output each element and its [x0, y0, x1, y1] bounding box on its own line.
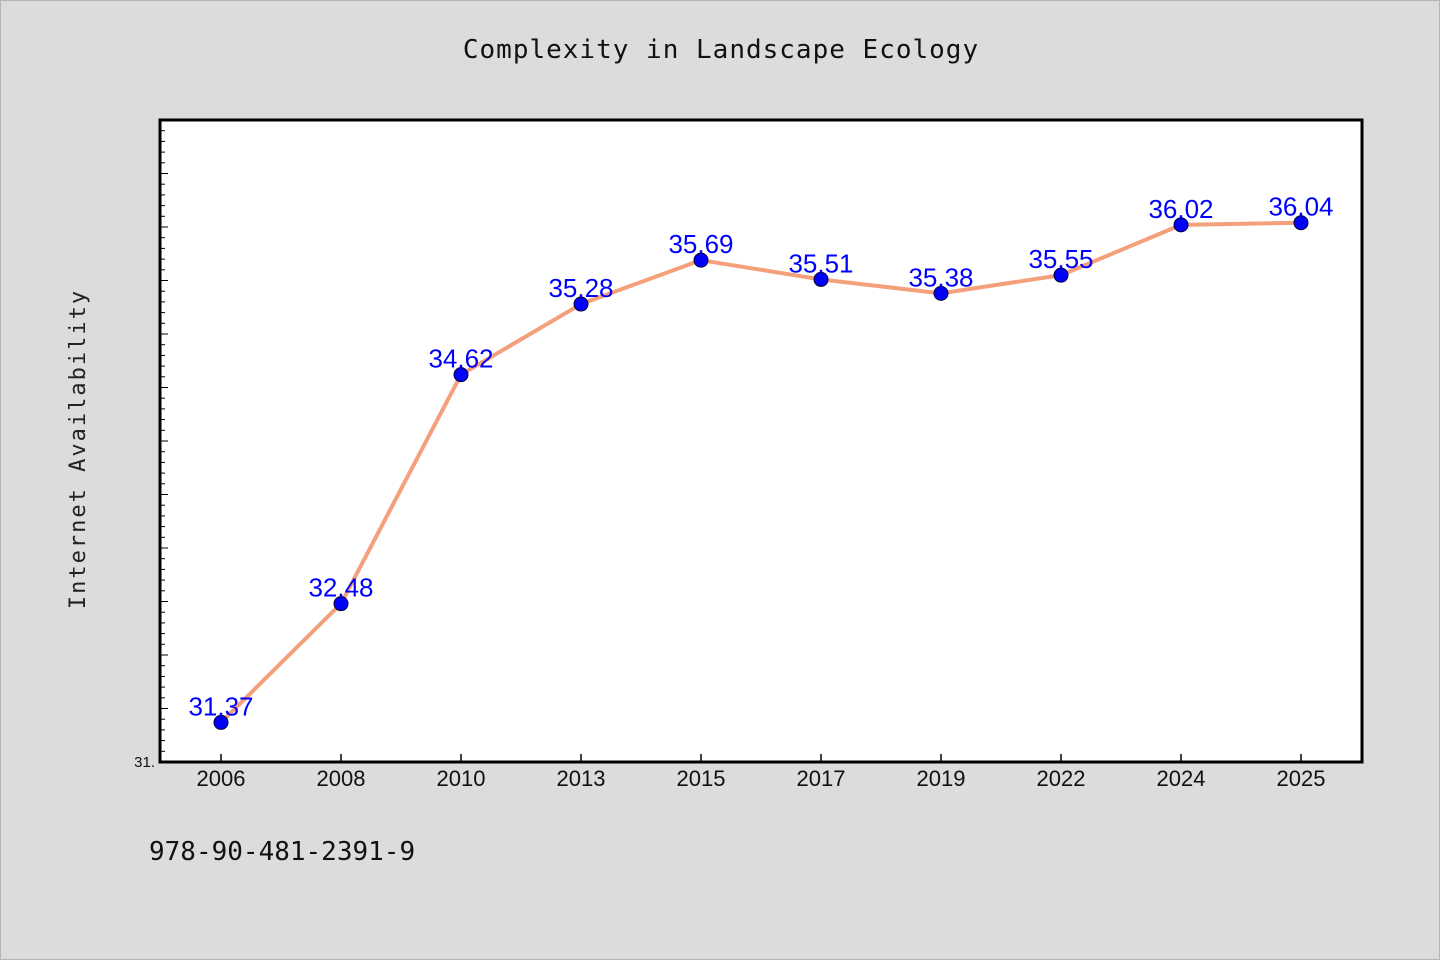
y-axis-ticks	[160, 119, 168, 763]
data-point	[213, 714, 229, 730]
x-tick-label: 2010	[437, 766, 486, 791]
x-tick-label: 2019	[917, 766, 966, 791]
data-point	[1173, 217, 1189, 233]
y-axis-label: Internet Availability	[66, 289, 91, 609]
data-label: 36.04	[1268, 192, 1333, 222]
data-point	[1293, 215, 1309, 231]
x-tick-label: 2008	[317, 766, 366, 791]
x-axis-ticks: 2006 2008 2010 2013 2015 2017 2019 2022 2024 2025	[197, 754, 1326, 791]
y-tick-label: 31.	[134, 754, 155, 771]
data-point	[453, 367, 469, 383]
x-tick-label: 2006	[197, 766, 246, 791]
isbn-code: 978-90-481-2391-9	[149, 837, 416, 867]
data-label: 31.37	[188, 691, 253, 721]
data-label: 34.62	[428, 344, 493, 374]
data-point	[813, 271, 829, 287]
data-labels: 31.37 32.48 34.62 35.28 35.69 35.51 35.38 35.55…	[188, 192, 1333, 722]
x-tick-label: 2015	[677, 766, 726, 791]
x-tick-label: 2017	[797, 766, 846, 791]
x-tick-label: 2024	[1157, 766, 1206, 791]
data-point	[933, 285, 949, 301]
data-label: 32.48	[308, 573, 373, 603]
data-label: 35.38	[908, 262, 973, 292]
chart-title: Complexity in Landscape Ecology	[462, 35, 980, 65]
data-label: 35.55	[1028, 244, 1093, 274]
data-point	[333, 596, 349, 612]
x-tick-label: 2013	[557, 766, 606, 791]
data-point	[693, 252, 709, 268]
data-markers	[213, 215, 1309, 730]
series-line	[219, 220, 1302, 724]
data-point	[573, 296, 589, 312]
data-label: 36.02	[1148, 194, 1213, 224]
data-label: 35.51	[788, 248, 853, 278]
x-tick-label: 2025	[1277, 766, 1326, 791]
data-label: 35.28	[548, 273, 613, 303]
data-point	[1053, 267, 1069, 283]
x-tick-label: 2022	[1037, 766, 1086, 791]
plot-area	[158, 118, 1364, 764]
data-label: 35.69	[668, 229, 733, 259]
